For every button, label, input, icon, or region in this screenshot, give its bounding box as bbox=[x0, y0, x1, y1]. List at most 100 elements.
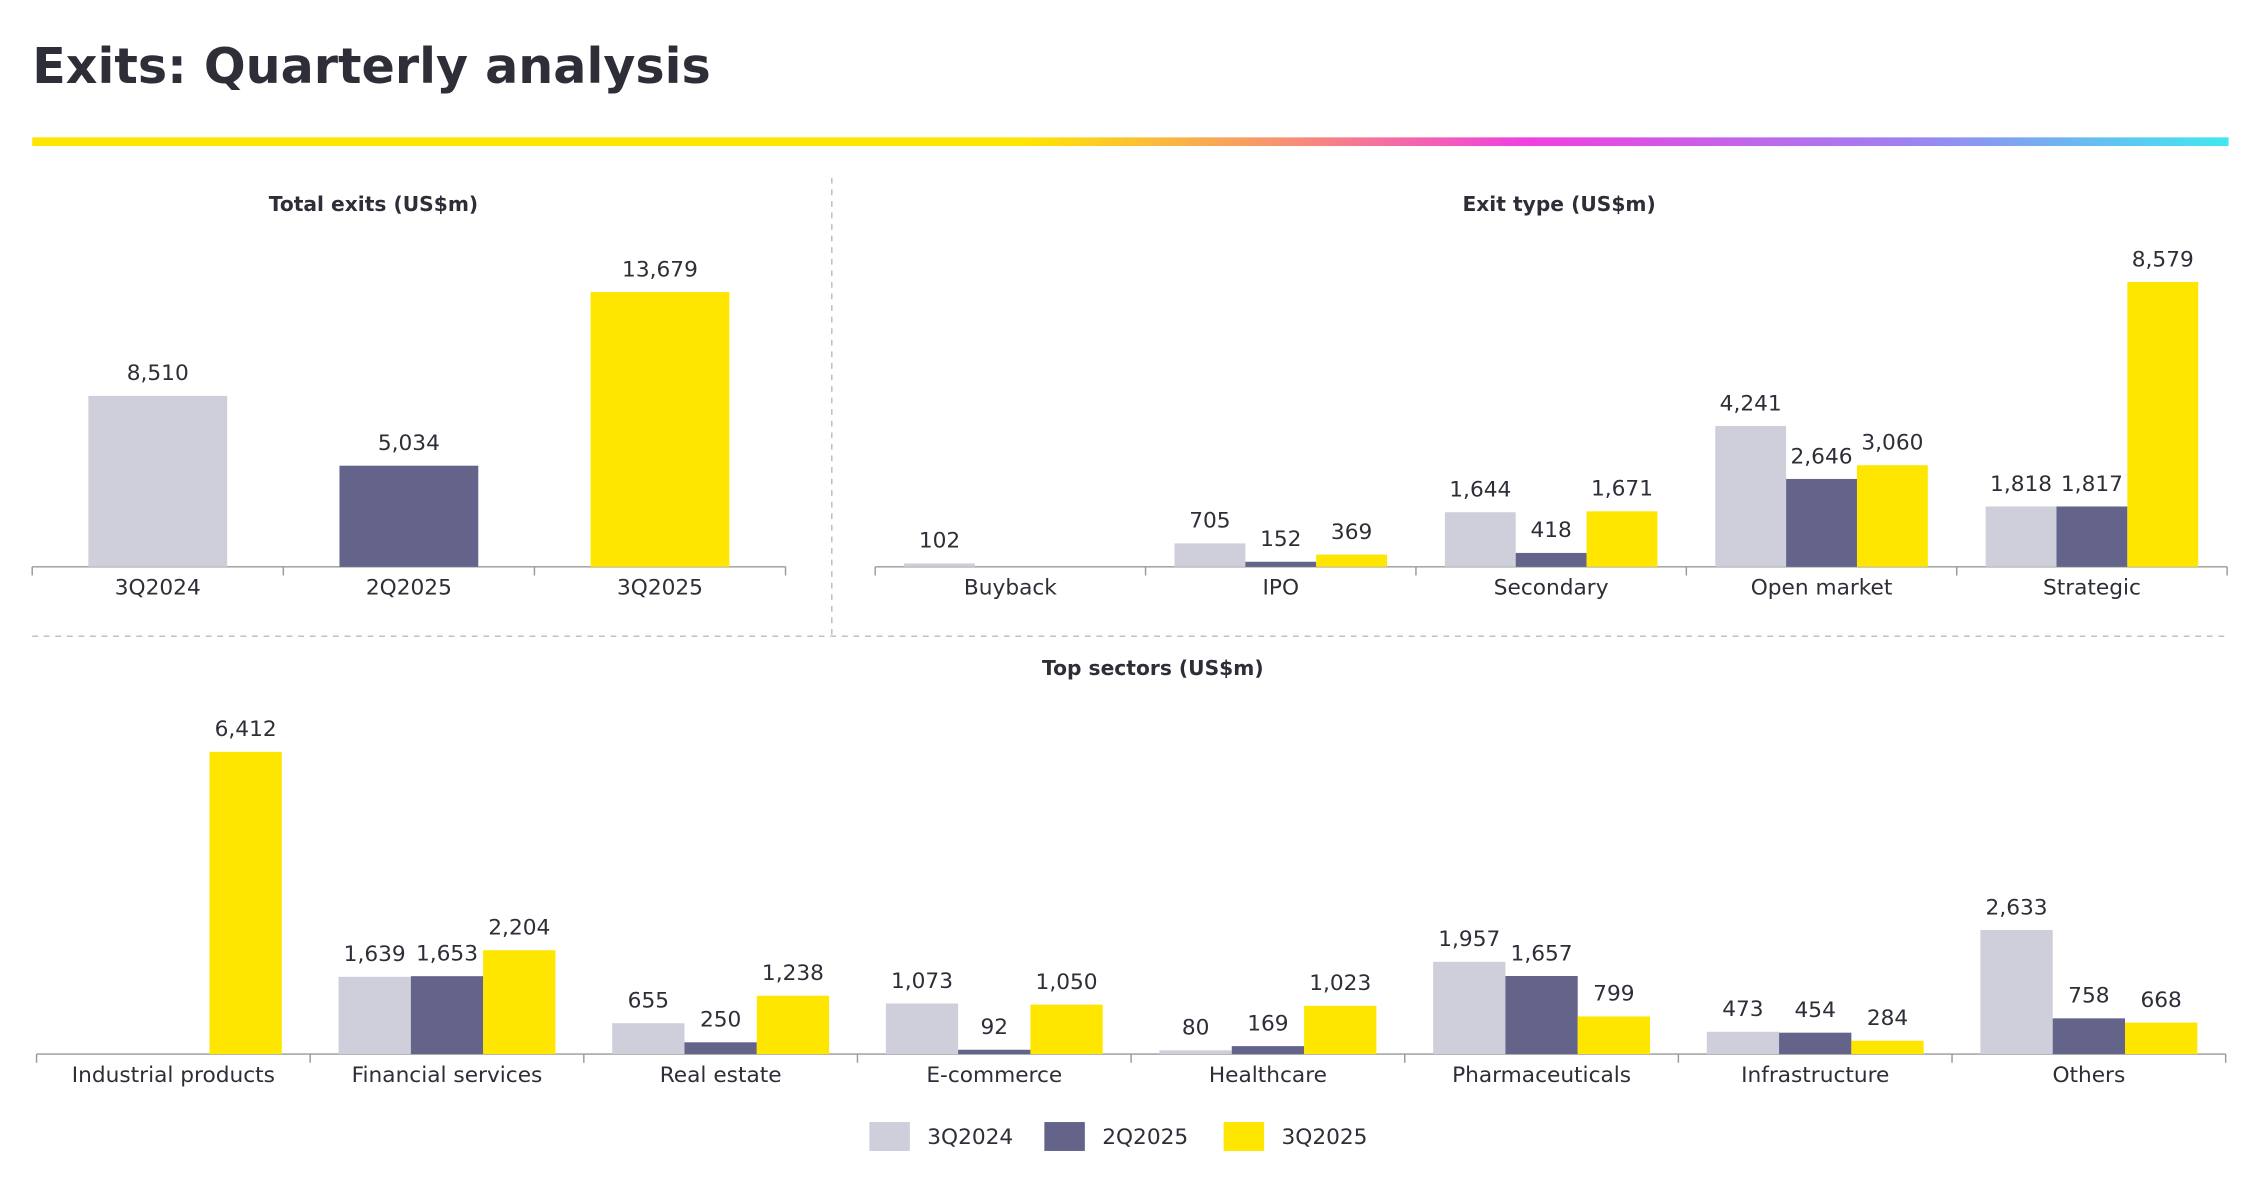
bar bbox=[2056, 506, 2128, 567]
value-label: 1,818 bbox=[1990, 472, 2052, 497]
value-label: 80 bbox=[1182, 1016, 1210, 1041]
value-label: 668 bbox=[2140, 988, 2181, 1013]
bar bbox=[339, 465, 479, 567]
value-label: 1,639 bbox=[344, 942, 406, 967]
x-tick-label: Real estate bbox=[660, 1063, 782, 1088]
bar bbox=[1856, 465, 1928, 567]
value-label: 1,671 bbox=[1591, 477, 1653, 502]
value-label: 13,679 bbox=[622, 257, 698, 282]
bar bbox=[1779, 1032, 1852, 1055]
value-label: 1,238 bbox=[762, 961, 824, 986]
bar bbox=[88, 395, 228, 567]
bar bbox=[1505, 975, 1578, 1055]
value-label: 4,241 bbox=[1720, 391, 1782, 416]
value-label: 418 bbox=[1530, 518, 1571, 543]
legend-label: 3Q2025 bbox=[1281, 1125, 1367, 1150]
bar bbox=[1715, 425, 1787, 567]
page-title: Exits: Quarterly analysis bbox=[32, 37, 711, 95]
x-tick-label: E-commerce bbox=[926, 1063, 1062, 1088]
legend-swatch bbox=[1223, 1122, 1265, 1151]
bar bbox=[1444, 512, 1516, 567]
x-tick-label: Healthcare bbox=[1209, 1063, 1327, 1088]
value-label: 705 bbox=[1189, 509, 1230, 534]
value-label: 1,817 bbox=[2061, 472, 2123, 497]
chart-title: Top sectors (US$m) bbox=[1042, 656, 1264, 680]
legend-label: 2Q2025 bbox=[1102, 1125, 1188, 1150]
value-label: 102 bbox=[919, 529, 960, 554]
value-label: 473 bbox=[1722, 997, 1763, 1022]
bar bbox=[2127, 281, 2199, 567]
value-label: 2,646 bbox=[1791, 444, 1853, 469]
bar bbox=[338, 976, 411, 1055]
bar bbox=[885, 1003, 959, 1055]
value-label: 454 bbox=[1795, 998, 1836, 1023]
bar bbox=[756, 995, 830, 1055]
bar bbox=[1586, 511, 1658, 567]
value-label: 1,023 bbox=[1309, 971, 1371, 996]
bar bbox=[1515, 552, 1587, 567]
bar bbox=[1316, 554, 1388, 567]
value-label: 1,050 bbox=[1036, 970, 1098, 995]
bar bbox=[209, 751, 282, 1055]
value-label: 655 bbox=[628, 989, 669, 1014]
value-label: 152 bbox=[1260, 527, 1301, 552]
legend-swatch bbox=[869, 1122, 910, 1151]
bar bbox=[483, 950, 556, 1055]
legend-label: 3Q2024 bbox=[927, 1125, 1013, 1150]
bar bbox=[1304, 1005, 1377, 1055]
value-label: 5,034 bbox=[378, 431, 440, 456]
value-label: 1,644 bbox=[1449, 478, 1511, 503]
x-tick-label: 2Q2025 bbox=[366, 575, 452, 600]
bar bbox=[590, 292, 730, 567]
x-tick-label: Secondary bbox=[1494, 575, 1609, 600]
value-label: 1,957 bbox=[1438, 927, 1500, 952]
bar bbox=[1786, 478, 1857, 567]
bar bbox=[904, 563, 975, 567]
value-label: 8,510 bbox=[127, 361, 189, 386]
value-label: 2,204 bbox=[488, 916, 550, 941]
x-tick-label: Financial services bbox=[352, 1063, 543, 1088]
value-label: 250 bbox=[700, 1008, 741, 1033]
bar bbox=[1577, 1016, 1651, 1055]
value-label: 3,060 bbox=[1861, 431, 1923, 456]
bar bbox=[1985, 506, 2057, 567]
bar bbox=[1231, 1046, 1305, 1055]
value-label: 799 bbox=[1593, 982, 1634, 1007]
bar bbox=[1433, 961, 1506, 1055]
x-tick-label: Buyback bbox=[964, 575, 1057, 600]
legend-swatch bbox=[1044, 1122, 1085, 1151]
chart-title: Total exits (US$m) bbox=[269, 192, 478, 216]
bar bbox=[612, 1023, 685, 1055]
x-tick-label: Open market bbox=[1751, 575, 1893, 600]
x-tick-label: 3Q2025 bbox=[617, 575, 703, 600]
value-label: 8,579 bbox=[2132, 247, 2194, 272]
value-label: 369 bbox=[1331, 520, 1372, 545]
value-label: 6,412 bbox=[215, 717, 277, 742]
bar bbox=[1706, 1031, 1780, 1055]
bar bbox=[1851, 1040, 1924, 1055]
bar bbox=[2125, 1022, 2198, 1055]
bar bbox=[684, 1042, 757, 1055]
value-label: 1,653 bbox=[416, 941, 478, 966]
value-label: 169 bbox=[1247, 1011, 1288, 1036]
x-tick-label: IPO bbox=[1262, 575, 1299, 600]
value-label: 1,657 bbox=[1511, 941, 1573, 966]
x-tick-label: 3Q2024 bbox=[115, 575, 201, 600]
x-tick-label: Others bbox=[2052, 1063, 2125, 1088]
x-tick-label: Pharmaceuticals bbox=[1452, 1063, 1631, 1088]
chart-title: Exit type (US$m) bbox=[1462, 192, 1655, 216]
value-label: 1,073 bbox=[891, 969, 953, 994]
value-label: 2,633 bbox=[1986, 895, 2048, 920]
x-tick-label: Industrial products bbox=[72, 1063, 275, 1088]
bar bbox=[1159, 1050, 1232, 1055]
bar bbox=[410, 976, 484, 1055]
bar bbox=[958, 1049, 1031, 1055]
x-tick-label: Strategic bbox=[2043, 575, 2141, 600]
bar bbox=[1030, 1004, 1103, 1055]
bar bbox=[1980, 929, 2053, 1055]
value-label: 92 bbox=[980, 1015, 1008, 1040]
title-rule bbox=[32, 137, 2229, 147]
value-label: 758 bbox=[2068, 984, 2109, 1009]
